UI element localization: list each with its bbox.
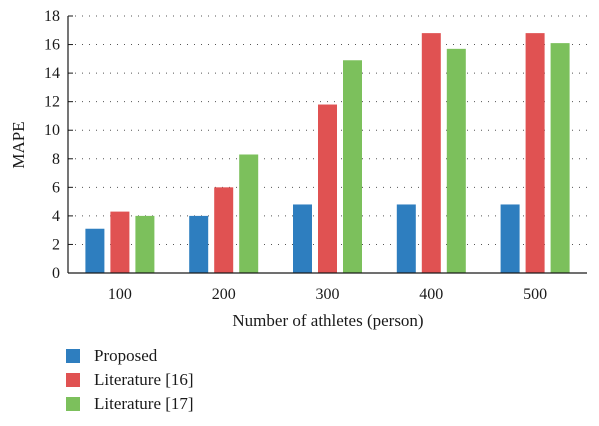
x-tick-label: 500: [523, 286, 547, 303]
bar-proposed-400: [396, 204, 416, 273]
bar-literature-17-500: [550, 43, 570, 273]
bar-literature-17-300: [343, 60, 362, 274]
legend-swatch: [66, 373, 80, 387]
legend-item: Proposed: [66, 344, 194, 368]
x-axis-title: Number of athletes (person): [232, 311, 423, 330]
legend-label: Literature [17]: [94, 394, 194, 413]
legend-label: Proposed: [94, 346, 158, 365]
axes: 0 2 4 6 8 10 12 14 16 18 100 200 300 400 500: [44, 8, 587, 303]
y-tick-label: 4: [52, 208, 60, 225]
y-tick-label: 16: [44, 37, 60, 54]
x-tick-label: 400: [419, 286, 443, 303]
bar-literature-17-400: [446, 48, 466, 273]
y-tick-label: 6: [52, 179, 60, 196]
legend-swatch: [66, 397, 80, 411]
bar-proposed-500: [500, 204, 520, 273]
bar-literature-16-100: [110, 211, 130, 273]
legend: Proposed Literature [16] Literature [17]: [66, 344, 194, 416]
y-tick-label: 10: [44, 122, 60, 139]
bar-literature-17-100: [135, 215, 155, 273]
bar-literature-17-200: [239, 154, 259, 273]
y-tick-label: 8: [52, 151, 60, 168]
bar-literature-16-200: [214, 187, 234, 273]
bars: [85, 33, 570, 274]
bar-proposed-200: [189, 215, 209, 273]
legend-item: Literature [16]: [66, 368, 194, 392]
legend-item: Literature [17]: [66, 392, 194, 416]
y-tick-label: 12: [44, 94, 60, 111]
y-tick-label: 2: [52, 236, 60, 253]
legend-label: Literature [16]: [94, 370, 194, 389]
bar-literature-16-400: [421, 33, 441, 274]
bar-proposed-100: [85, 228, 105, 273]
y-tick-label: 18: [44, 8, 60, 25]
y-axis-title: MAPE: [9, 121, 28, 168]
legend-swatch: [66, 349, 80, 363]
x-tick-label: 300: [316, 286, 340, 303]
x-tick-label: 100: [108, 286, 132, 303]
bar-literature-16-300: [318, 104, 337, 274]
y-tick-label: 14: [44, 65, 60, 82]
bar-proposed-300: [293, 204, 312, 273]
y-tick-label: 0: [52, 265, 60, 282]
bar-literature-16-500: [525, 33, 545, 274]
x-tick-label: 200: [212, 286, 236, 303]
